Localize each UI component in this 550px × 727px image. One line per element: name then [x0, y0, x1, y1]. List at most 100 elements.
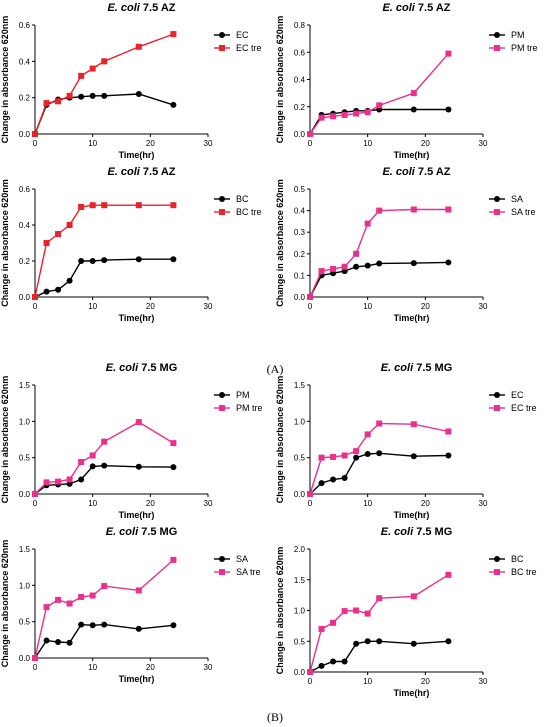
data-point [307, 131, 313, 137]
data-point [353, 454, 360, 461]
x-tick-label: 20 [421, 302, 430, 311]
x-tick-label: 30 [204, 499, 213, 508]
y-tick-label: 0.6 [19, 185, 31, 194]
legend-marker [219, 32, 225, 38]
chart-title: E. coli 7.5 MG [381, 362, 453, 374]
data-point [353, 250, 360, 257]
data-point [89, 92, 96, 99]
series-pm-tre [32, 419, 177, 497]
series-ec [307, 450, 452, 497]
series-bc-tre [307, 571, 452, 675]
chart-title-species: E. coli [107, 2, 140, 14]
y-axis-label: Change in absorbance 620nm [0, 179, 10, 307]
data-point [330, 113, 337, 120]
chart-2: E. coli 7.5 AZ 0.0 0.2 0.4 0.6 0.8 0 10 20 30 Time… [275, 2, 538, 160]
data-point [341, 111, 348, 118]
panel-label-b: (B) [267, 710, 283, 724]
y-tick-label: 0.2 [294, 250, 306, 259]
y-tick-label: 1.0 [294, 417, 306, 426]
chart-title-suffix: 7.5 AZ [140, 166, 176, 178]
legend-marker [494, 196, 500, 202]
data-point [55, 231, 62, 237]
data-point [170, 440, 177, 447]
chart-title-suffix: 7.5 MG [138, 526, 177, 538]
chart-title: E. coli 7.5 MG [381, 526, 453, 538]
legend-marker [219, 405, 225, 411]
x-axis-label: Time(hr) [394, 510, 430, 520]
data-point [410, 106, 417, 113]
y-axis-label: Change in absorbance 620nm [275, 376, 285, 504]
chart-6: E. coli 7.5 MG 0.0 0.5 1.0 1.5 0 10 20 30 Time(hr… [275, 362, 537, 520]
y-tick-label: 0.4 [19, 57, 31, 66]
y-axis-label: Change in absorbance 620nm [275, 16, 285, 144]
data-point [353, 263, 360, 270]
data-point [330, 619, 337, 626]
data-point [341, 608, 348, 615]
x-tick-label: 20 [421, 139, 430, 148]
data-point [170, 464, 177, 471]
data-point [364, 451, 371, 458]
data-point [364, 638, 371, 645]
data-point [364, 610, 371, 617]
legend-marker [219, 45, 225, 51]
x-axis-label: Time(hr) [119, 313, 155, 323]
series-line [34, 33, 174, 135]
series-sa [32, 621, 177, 661]
y-tick-label: 0.0 [19, 490, 31, 499]
data-point [78, 93, 85, 100]
legend-label: SA tre [511, 207, 536, 217]
data-point [364, 431, 371, 438]
data-point [410, 593, 417, 600]
x-tick-label: 0 [308, 677, 313, 686]
x-tick-label: 20 [421, 499, 430, 508]
legend-marker [494, 392, 500, 398]
data-point [66, 639, 73, 646]
y-tick-label: 0.2 [19, 94, 31, 103]
x-tick-label: 20 [421, 677, 430, 686]
y-tick-label: 1.5 [294, 576, 306, 585]
data-point [43, 240, 50, 246]
x-tick-label: 20 [146, 499, 155, 508]
data-point [32, 294, 38, 300]
data-point [135, 419, 142, 426]
y-tick-label: 0.4 [19, 221, 31, 230]
chart-title-species: E. coli [106, 526, 139, 538]
y-tick-label: 1.0 [294, 607, 306, 616]
y-tick-label: 1.0 [19, 581, 31, 590]
x-axis-label: Time(hr) [394, 150, 430, 160]
y-tick-label: 0.6 [294, 48, 306, 57]
data-point [318, 662, 325, 669]
legend-label: EC tre [511, 403, 537, 413]
series-sa-tre [32, 556, 177, 661]
y-axis-label: Change in absorbance 620nm [0, 540, 10, 668]
x-tick-label: 10 [88, 139, 97, 148]
chart-title-species: E. coli [107, 166, 140, 178]
chart-title-species: E. coli [381, 526, 414, 538]
data-point [307, 294, 313, 300]
legend-label: PM [511, 30, 525, 40]
data-point [445, 638, 452, 645]
chart-title-species: E. coli [381, 362, 414, 374]
data-point [445, 571, 452, 578]
legend-marker [494, 405, 500, 411]
chart-title-suffix: 7.5 MG [413, 526, 452, 538]
x-axis-label: Time(hr) [394, 688, 430, 698]
y-tick-label: 0.1 [294, 271, 306, 280]
series-pm [307, 106, 452, 137]
y-tick-label: 0.4 [294, 207, 306, 216]
data-point [135, 43, 142, 50]
series-bc-tre [32, 202, 177, 300]
data-point [353, 448, 360, 455]
data-point [410, 90, 417, 97]
chart-title: E. coli 7.5 MG [106, 362, 178, 374]
legend-marker [219, 569, 225, 575]
x-tick-label: 0 [308, 499, 313, 508]
y-tick-label: 1.5 [19, 381, 31, 390]
data-point [78, 593, 85, 600]
data-point [101, 202, 108, 209]
legend-label: BC tre [511, 567, 537, 577]
chart-title-suffix: 7.5 MG [413, 362, 452, 374]
data-point [101, 583, 108, 590]
chart-title: E. coli 7.5 AZ [107, 2, 175, 14]
